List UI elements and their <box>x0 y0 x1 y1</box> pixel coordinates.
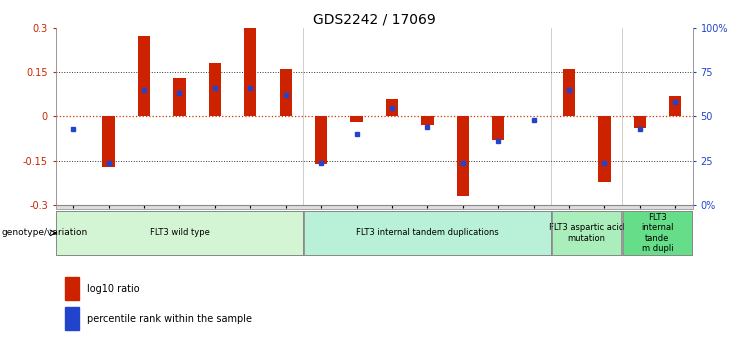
Bar <box>350 116 362 122</box>
Text: FLT3
internal
tande
m dupli: FLT3 internal tande m dupli <box>641 213 674 253</box>
FancyBboxPatch shape <box>56 211 302 255</box>
Title: GDS2242 / 17069: GDS2242 / 17069 <box>313 12 436 27</box>
Bar <box>279 69 292 116</box>
Bar <box>65 277 79 300</box>
Bar <box>598 116 611 181</box>
Bar <box>102 116 115 167</box>
Text: genotype/variation: genotype/variation <box>1 228 87 237</box>
Bar <box>562 69 575 116</box>
Bar <box>65 307 79 330</box>
Bar <box>492 116 505 140</box>
FancyBboxPatch shape <box>622 211 692 255</box>
Text: log10 ratio: log10 ratio <box>87 284 140 294</box>
Bar <box>669 96 681 116</box>
Bar <box>421 116 433 125</box>
FancyBboxPatch shape <box>304 211 551 255</box>
Bar <box>173 78 186 116</box>
Bar <box>634 116 646 128</box>
Bar <box>456 116 469 196</box>
Text: FLT3 internal tandem duplications: FLT3 internal tandem duplications <box>356 228 499 237</box>
Text: FLT3 aspartic acid
mutation: FLT3 aspartic acid mutation <box>549 223 624 243</box>
FancyBboxPatch shape <box>552 211 621 255</box>
Bar <box>209 63 221 116</box>
Text: FLT3 wild type: FLT3 wild type <box>150 228 210 237</box>
Bar <box>386 99 398 116</box>
Bar <box>315 116 328 164</box>
Bar <box>138 37 150 116</box>
Text: percentile rank within the sample: percentile rank within the sample <box>87 314 253 324</box>
Bar <box>244 28 256 116</box>
